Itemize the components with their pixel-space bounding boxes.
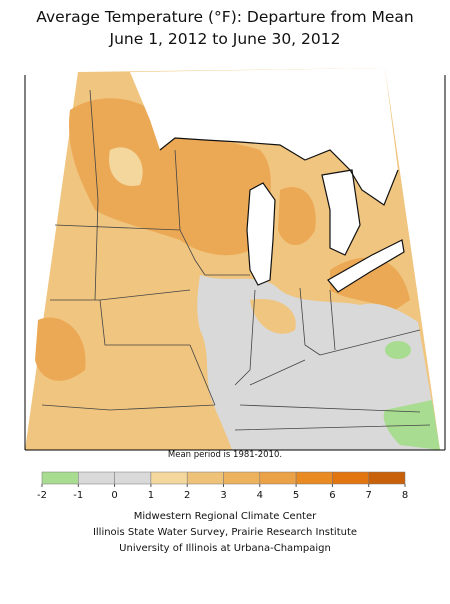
legend-swatch <box>186 471 224 485</box>
mean-period-note: Mean period is 1981-2010. <box>168 450 282 460</box>
legend-swatch <box>114 471 152 485</box>
legend-tick-label: -2 <box>37 490 47 501</box>
credit: Illinois State Water Survey, Prairie Res… <box>93 527 357 538</box>
legend-tick-label: 8 <box>402 490 408 501</box>
coastline <box>246 169 405 293</box>
legend-tick-label: 1 <box>148 490 154 501</box>
legend-tick-label: 2 <box>184 490 190 501</box>
cool-patch <box>383 400 440 450</box>
legend-swatch <box>150 471 188 485</box>
legend-tick-label: -1 <box>73 490 83 501</box>
subtitle: June 1, 2012 to June 30, 2012 <box>109 30 341 48</box>
title: Average Temperature (°F): Departure from… <box>36 8 413 26</box>
lake-huron <box>322 170 360 255</box>
warm-region <box>278 186 316 245</box>
cool-patch <box>385 341 411 359</box>
legend-swatch <box>295 471 333 485</box>
legend-swatch <box>259 471 297 485</box>
credit: University of Illinois at Urbana-Champai… <box>119 543 331 554</box>
state-border <box>41 89 431 431</box>
lake-michigan <box>247 183 275 285</box>
legend-tick-label: 3 <box>220 490 226 501</box>
legend-swatch <box>332 471 369 485</box>
credit: Midwestern Regional Climate Center <box>134 511 317 522</box>
warm-region <box>35 317 86 381</box>
lake-superior-canada <box>130 68 398 205</box>
legend-swatch <box>41 471 79 485</box>
cool-patch <box>109 147 143 186</box>
legend: -2 -1 0 1 2 3 4 5 6 7 8 <box>37 471 408 501</box>
legend-swatch <box>78 471 115 485</box>
lake-erie <box>328 240 404 292</box>
coastline <box>159 137 399 206</box>
legend-swatch <box>368 471 406 485</box>
map <box>24 68 446 451</box>
legend-tick-label: 4 <box>257 490 263 501</box>
legend-tick-label: 7 <box>366 490 372 501</box>
warm-region <box>69 98 271 256</box>
warm-patch <box>250 299 296 334</box>
legend-tick-label: 0 <box>111 490 117 501</box>
legend-tick-label: 5 <box>293 490 299 501</box>
legend-swatch <box>223 471 261 485</box>
legend-tick-label: 6 <box>329 490 335 501</box>
